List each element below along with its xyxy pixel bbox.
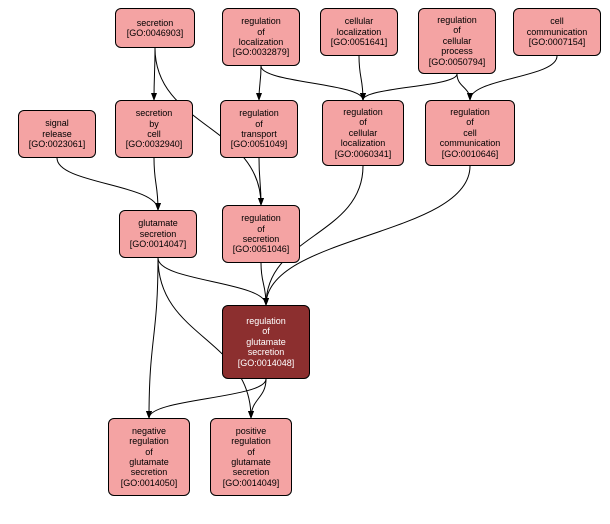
node-reg_loc[interactable]: regulationoflocalization[GO:0032879] [222,8,300,66]
node-label-line: glutamate [129,457,169,467]
node-signal_release[interactable]: signalrelease[GO:0023061] [18,110,96,158]
node-label-line: secretion [137,18,174,28]
edge-secretion_cell-glut_secretion [154,158,158,210]
node-secretion_cell[interactable]: secretionbycell[GO:0032940] [115,100,193,158]
node-label-line: [GO:0051049] [231,139,288,149]
node-label-line: regulation [129,436,169,446]
node-label-line: [GO:0051641] [331,37,388,47]
node-label-line: release [42,129,72,139]
node-label-line: regulation [246,316,286,326]
edge-reg_glut_sec-neg_reg_glut [149,379,266,418]
node-secretion[interactable]: secretion[GO:0046903] [115,8,195,48]
node-label-line: secretion [248,347,285,357]
node-label-line: of [257,27,265,37]
node-glut_secretion[interactable]: glutamatesecretion[GO:0014047] [119,210,197,258]
node-label-line: [GO:0051046] [233,244,290,254]
node-label-line: [GO:0014047] [130,239,187,249]
node-label-line: localization [239,37,284,47]
node-label-line: communication [527,27,588,37]
node-label-line: regulation [241,16,281,26]
node-label-line: cell [550,16,564,26]
node-label-line: regulation [231,436,271,446]
node-label-line: by [149,119,159,129]
node-label-line: process [441,46,473,56]
node-label-line: of [145,447,153,457]
edge-glut_secretion-reg_glut_sec [158,258,266,305]
node-reg_cell_proc[interactable]: regulationofcellularprocess[GO:0050794] [418,8,496,74]
node-label-line: of [453,25,461,35]
node-label-line: regulation [450,107,490,117]
node-label-line: signal [45,118,69,128]
node-reg_transport[interactable]: regulationoftransport[GO:0051049] [220,100,298,158]
node-label-line: cellular [443,36,472,46]
node-label-line: [GO:0014048] [238,358,295,368]
node-label-line: of [257,224,265,234]
node-reg_glut_sec[interactable]: regulationofglutamatesecretion[GO:001404… [222,305,310,379]
node-label-line: regulation [239,108,279,118]
node-label-line: transport [241,129,277,139]
node-reg_cell_comm[interactable]: regulationofcellcommunication[GO:0010646… [425,100,515,166]
node-label-line: secretion [140,229,177,239]
node-label-line: regulation [241,213,281,223]
node-label-line: [GO:0010646] [442,149,499,159]
edge-reg_loc-reg_cell_loc [261,66,363,100]
node-label-line: cell [147,129,161,139]
edge-reg_cell_proc-reg_cell_loc [363,74,457,100]
edge-secretion-secretion_cell [154,48,155,100]
node-label-line: [GO:0007154] [529,37,586,47]
node-label-line: of [247,447,255,457]
node-label-line: [GO:0032940] [126,139,183,149]
edge-reg_glut_sec-pos_reg_glut [251,379,266,418]
node-label-line: [GO:0060341] [335,149,392,159]
edge-reg_secretion-reg_glut_sec [261,263,266,305]
node-label-line: [GO:0050794] [429,57,486,67]
node-label-line: cellular [345,16,374,26]
node-label-line: glutamate [231,457,271,467]
node-label-line: secretion [233,467,270,477]
node-label-line: positive [236,426,267,436]
node-label-line: cellular [349,128,378,138]
node-label-line: [GO:0046903] [127,28,184,38]
node-label-line: [GO:0032879] [233,47,290,57]
edge-glut_secretion-neg_reg_glut [149,258,158,418]
node-label-line: glutamate [246,337,286,347]
edge-reg_loc-reg_transport [259,66,261,100]
node-cell_comm[interactable]: cellcommunication[GO:0007154] [513,8,601,56]
node-label-line: communication [440,138,501,148]
node-reg_cell_loc[interactable]: regulationofcellularlocalization[GO:0060… [322,100,404,166]
node-pos_reg_glut[interactable]: positiveregulationofglutamatesecretion[G… [210,418,292,496]
node-label-line: regulation [437,15,477,25]
node-label-line: regulation [343,107,383,117]
node-label-line: secretion [136,108,173,118]
node-label-line: localization [337,27,382,37]
node-reg_secretion[interactable]: regulationofsecretion[GO:0051046] [222,205,300,263]
edge-reg_transport-reg_secretion [259,158,261,205]
node-label-line: of [466,117,474,127]
node-label-line: [GO:0023061] [29,139,86,149]
node-label-line: glutamate [138,218,178,228]
node-label-line: of [255,119,263,129]
node-label-line: cell [463,128,477,138]
node-label-line: secretion [131,467,168,477]
node-label-line: of [359,117,367,127]
node-neg_reg_glut[interactable]: negativeregulationofglutamatesecretion[G… [108,418,190,496]
edges-layer [0,0,610,524]
edge-signal_release-glut_secretion [57,158,158,210]
edge-reg_cell_proc-reg_cell_comm [457,74,470,100]
node-label-line: localization [341,138,386,148]
node-label-line: [GO:0014050] [121,478,178,488]
node-label-line: negative [132,426,166,436]
node-label-line: of [262,326,270,336]
node-label-line: [GO:0014049] [223,478,280,488]
node-cell_loc[interactable]: cellularlocalization[GO:0051641] [320,8,398,56]
node-label-line: secretion [243,234,280,244]
edge-cell_loc-reg_cell_loc [359,56,363,100]
